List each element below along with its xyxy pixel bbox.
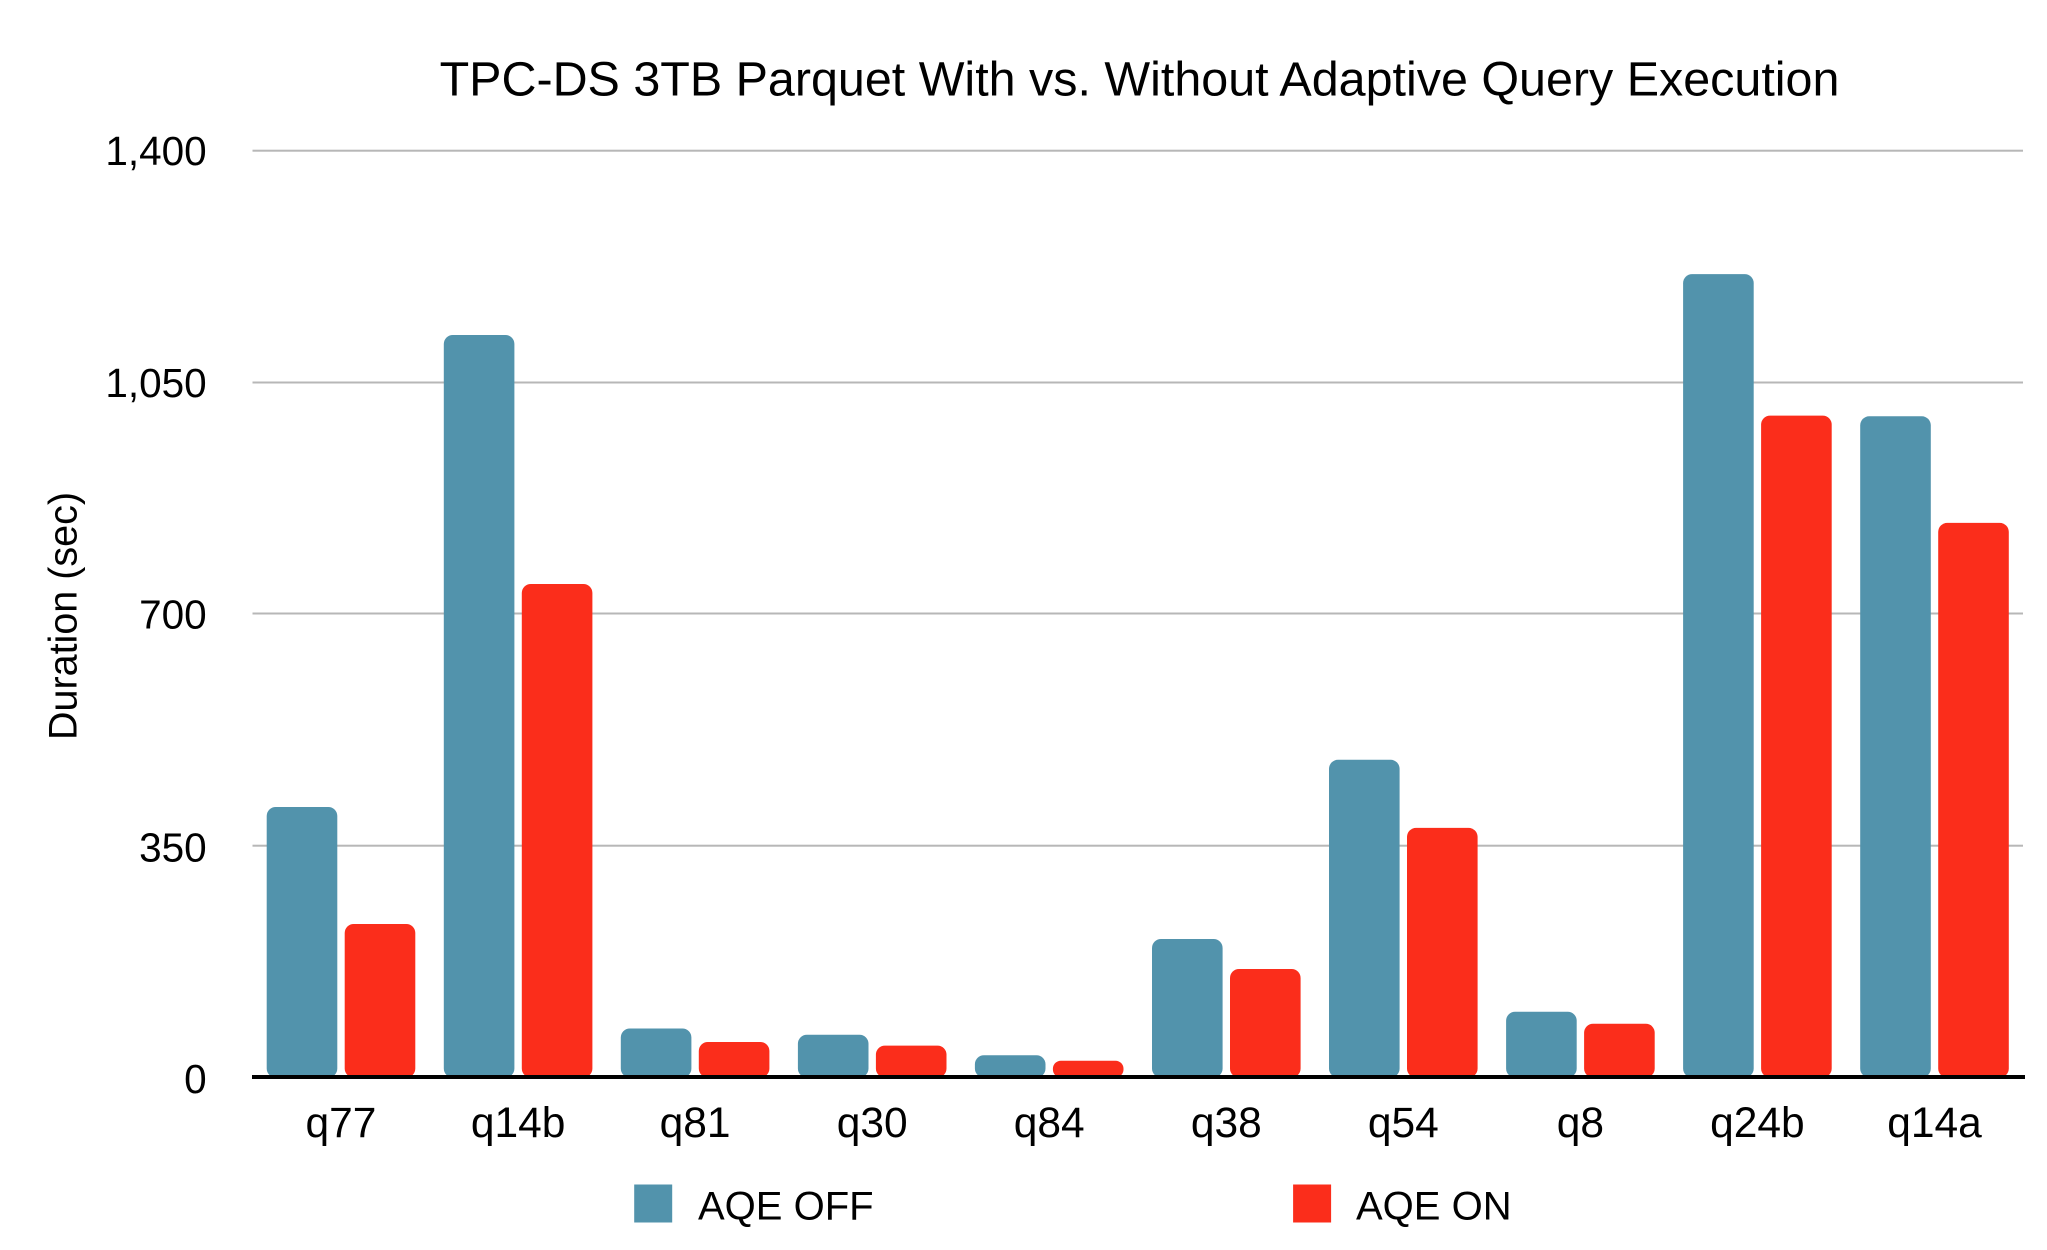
svg-text:AQE ON: AQE ON [1356,1185,1512,1229]
svg-text:1,050: 1,050 [105,360,206,406]
svg-text:q81: q81 [660,1100,731,1147]
svg-text:q24b: q24b [1710,1100,1805,1147]
svg-text:q30: q30 [837,1100,908,1147]
svg-text:q14b: q14b [471,1100,566,1147]
svg-text:q14a: q14a [1887,1100,1982,1147]
svg-text:Duration (sec): Duration (sec) [42,492,86,740]
svg-text:0: 0 [184,1056,207,1102]
svg-text:q77: q77 [306,1100,377,1147]
svg-text:700: 700 [139,592,207,638]
svg-text:350: 350 [139,825,207,871]
svg-text:AQE OFF: AQE OFF [698,1185,874,1229]
svg-text:q54: q54 [1368,1100,1439,1147]
svg-text:TPC-DS 3TB Parquet With vs. Wi: TPC-DS 3TB Parquet With vs. Without Adap… [440,52,1840,106]
svg-text:1,400: 1,400 [105,128,206,174]
svg-text:q8: q8 [1557,1100,1604,1147]
svg-text:q38: q38 [1191,1100,1262,1147]
svg-text:q84: q84 [1014,1100,1085,1147]
